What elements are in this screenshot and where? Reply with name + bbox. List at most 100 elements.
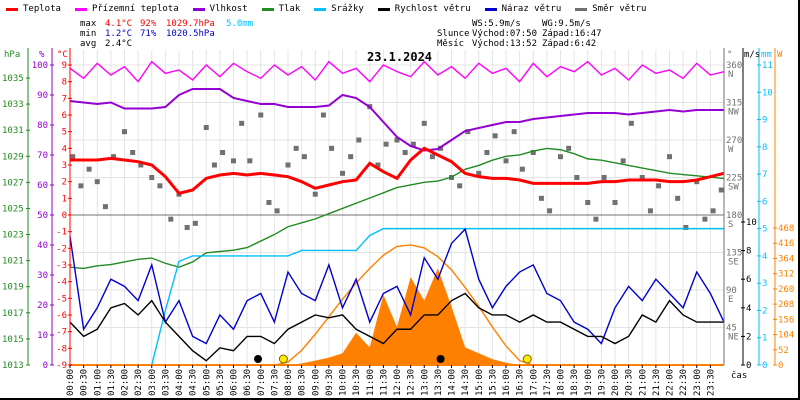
series-rychlost-větru — [69, 292, 724, 362]
moonrise-marker-icon — [436, 355, 445, 363]
wind-direction-point — [211, 162, 217, 168]
w-tick-label: 312 — [778, 270, 794, 280]
x-tick-label: 23:00 — [693, 369, 703, 396]
x-tick-label: 09:30 — [325, 369, 335, 396]
x-tick-label: 10:30 — [352, 369, 362, 396]
pct-tick-label: 40 — [37, 241, 48, 251]
dir-tick-compass: S — [728, 220, 733, 230]
x-tick-label: 11:30 — [379, 369, 389, 396]
wind-direction-point — [639, 175, 645, 180]
dir-tick-label: 270 — [726, 136, 742, 146]
stat-avg-temp: 2.4°C — [105, 39, 133, 49]
x-tick-label: 03:00 — [148, 369, 158, 396]
temp-tick-label: -6 — [56, 311, 67, 321]
temp-tick-label: 6 — [62, 111, 67, 121]
stat-wind-gust: WG:9.5m/s — [542, 19, 591, 29]
wind-direction-point — [266, 200, 272, 205]
x-tick-label: 13:30 — [434, 369, 444, 396]
dir-unit-label: ° — [727, 50, 732, 60]
x-tick-label: 00:00 — [66, 369, 76, 396]
ms-tick-label: 0 — [746, 361, 751, 371]
x-tick-label: 15:30 — [488, 369, 498, 396]
wind-direction-point — [628, 120, 634, 126]
ms-tick-label: 8 — [746, 247, 751, 257]
w-unit-label: W — [777, 50, 783, 60]
wind-direction-point — [70, 154, 76, 160]
x-tick-label: 03:30 — [161, 369, 171, 396]
mm-tick-label: 2 — [762, 306, 767, 316]
legend-label: Tlak — [278, 4, 301, 14]
pct-tick-label: 20 — [37, 301, 48, 311]
temp-tick-label: -4 — [56, 278, 67, 288]
moon-label: Měsíc — [437, 39, 465, 49]
x-tick-label: 16:00 — [502, 369, 512, 396]
stat-max-hum: 92% — [140, 19, 157, 29]
legend-label: Náraz větru — [501, 4, 562, 14]
wind-direction-point — [547, 208, 553, 214]
x-tick-label: 04:30 — [189, 369, 199, 396]
wind-direction-point — [647, 208, 653, 214]
temp-tick-label: 1 — [62, 194, 67, 204]
legend-swatch — [6, 7, 18, 11]
dir-tick-compass: N — [728, 70, 733, 80]
x-tick-label: 19:00 — [584, 369, 594, 396]
legend-item: Přízemní teplota — [74, 4, 179, 14]
stat-min-label: min — [80, 29, 97, 39]
x-tick-label: 01:00 — [93, 369, 103, 396]
ms-unit-label: m/s — [744, 50, 760, 60]
dir-tick-compass: W — [728, 145, 734, 155]
wind-direction-point — [293, 145, 299, 151]
pct-tick-label: 90 — [37, 91, 48, 101]
legend: Teplota Přízemní teplota Vlhkost Tlak Srážky… — [6, 4, 660, 14]
x-tick-label: 12:30 — [407, 369, 417, 396]
w-tick-label: 104 — [778, 331, 794, 341]
temp-unit-label: °C — [57, 50, 68, 60]
stat-min-temp: 1.2°C — [105, 29, 133, 39]
wind-direction-point — [601, 175, 607, 180]
legend-swatch — [484, 7, 497, 11]
wind-direction-point — [620, 158, 626, 164]
wind-direction-point — [566, 145, 572, 151]
wind-direction-point — [519, 166, 525, 172]
wind-direction-point — [239, 120, 245, 126]
wind-direction-point — [421, 120, 427, 126]
legend-swatch — [261, 7, 274, 11]
legend-swatch — [575, 7, 588, 11]
x-tick-label: 07:00 — [257, 369, 267, 396]
dir-tick-label: 135 — [726, 249, 742, 259]
wind-direction-point — [138, 162, 144, 168]
hpa-tick-label: 1015 — [2, 335, 24, 345]
wind-direction-point — [94, 179, 100, 185]
legend-label: Rychlost větru — [394, 4, 471, 14]
wind-direction-point — [78, 183, 84, 189]
wind-direction-point — [340, 170, 345, 176]
x-tick-label: 11:00 — [366, 369, 376, 396]
dir-tick-compass: SW — [728, 183, 739, 193]
wind-direction-point — [329, 145, 335, 151]
mm-tick-label: 10 — [762, 88, 773, 98]
wind-direction-point — [285, 162, 291, 168]
wind-direction-point — [312, 191, 318, 197]
wind-direction-point — [192, 220, 198, 226]
legend-swatch — [377, 7, 390, 11]
dir-tick-label: 180 — [726, 211, 742, 221]
moonset-marker-icon — [254, 355, 263, 363]
legend-item: Rychlost větru — [377, 4, 471, 14]
hpa-tick-label: 1019 — [2, 283, 24, 293]
x-tick-label: 06:30 — [243, 369, 253, 396]
wind-direction-point — [402, 150, 408, 155]
wind-direction-point — [585, 200, 591, 205]
legend-label: Přízemní teplota — [91, 4, 179, 14]
temp-tick-label: 5 — [62, 128, 67, 138]
hpa-tick-label: 1035 — [2, 74, 24, 84]
w-tick-label: 260 — [778, 285, 794, 295]
mm-unit-label: mm — [761, 50, 772, 60]
x-tick-label: 22:30 — [679, 369, 689, 396]
wind-direction-point — [356, 137, 362, 143]
x-tick-label: 05:00 — [202, 369, 212, 396]
dir-tick-label: 45 — [726, 324, 737, 334]
wind-direction-point — [111, 154, 117, 160]
wind-direction-point — [231, 158, 236, 164]
series-přízemní-teplota — [69, 60, 725, 83]
